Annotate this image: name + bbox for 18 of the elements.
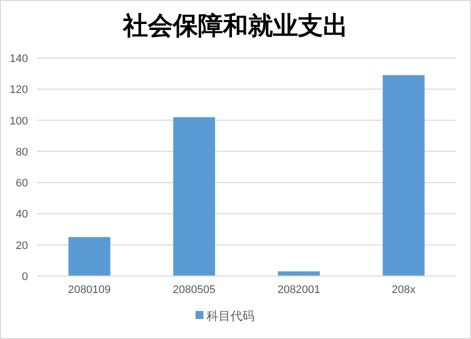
legend-label: 科目代码 (206, 309, 254, 323)
y-tick-label: 100 (10, 115, 28, 128)
bar (382, 75, 425, 276)
y-tick-label: 120 (10, 84, 28, 96)
y-tick-label: 60 (16, 178, 28, 190)
x-tick-label: 2082001 (277, 284, 320, 296)
y-tick-label: 0 (22, 271, 28, 283)
x-tick-label: 2080109 (68, 284, 111, 296)
bar (68, 237, 110, 276)
x-tick-label: 2080505 (172, 284, 216, 296)
bar (173, 117, 216, 276)
y-tick-label: 40 (16, 208, 28, 221)
chart-title: 社会保障和就业支出 (122, 11, 348, 40)
y-tick-label: 20 (16, 240, 28, 252)
y-tick-label: 80 (16, 146, 28, 158)
x-tick-label: 208x (392, 284, 416, 296)
y-tick-label: 140 (10, 53, 28, 65)
legend: 科目代码 (196, 309, 254, 323)
